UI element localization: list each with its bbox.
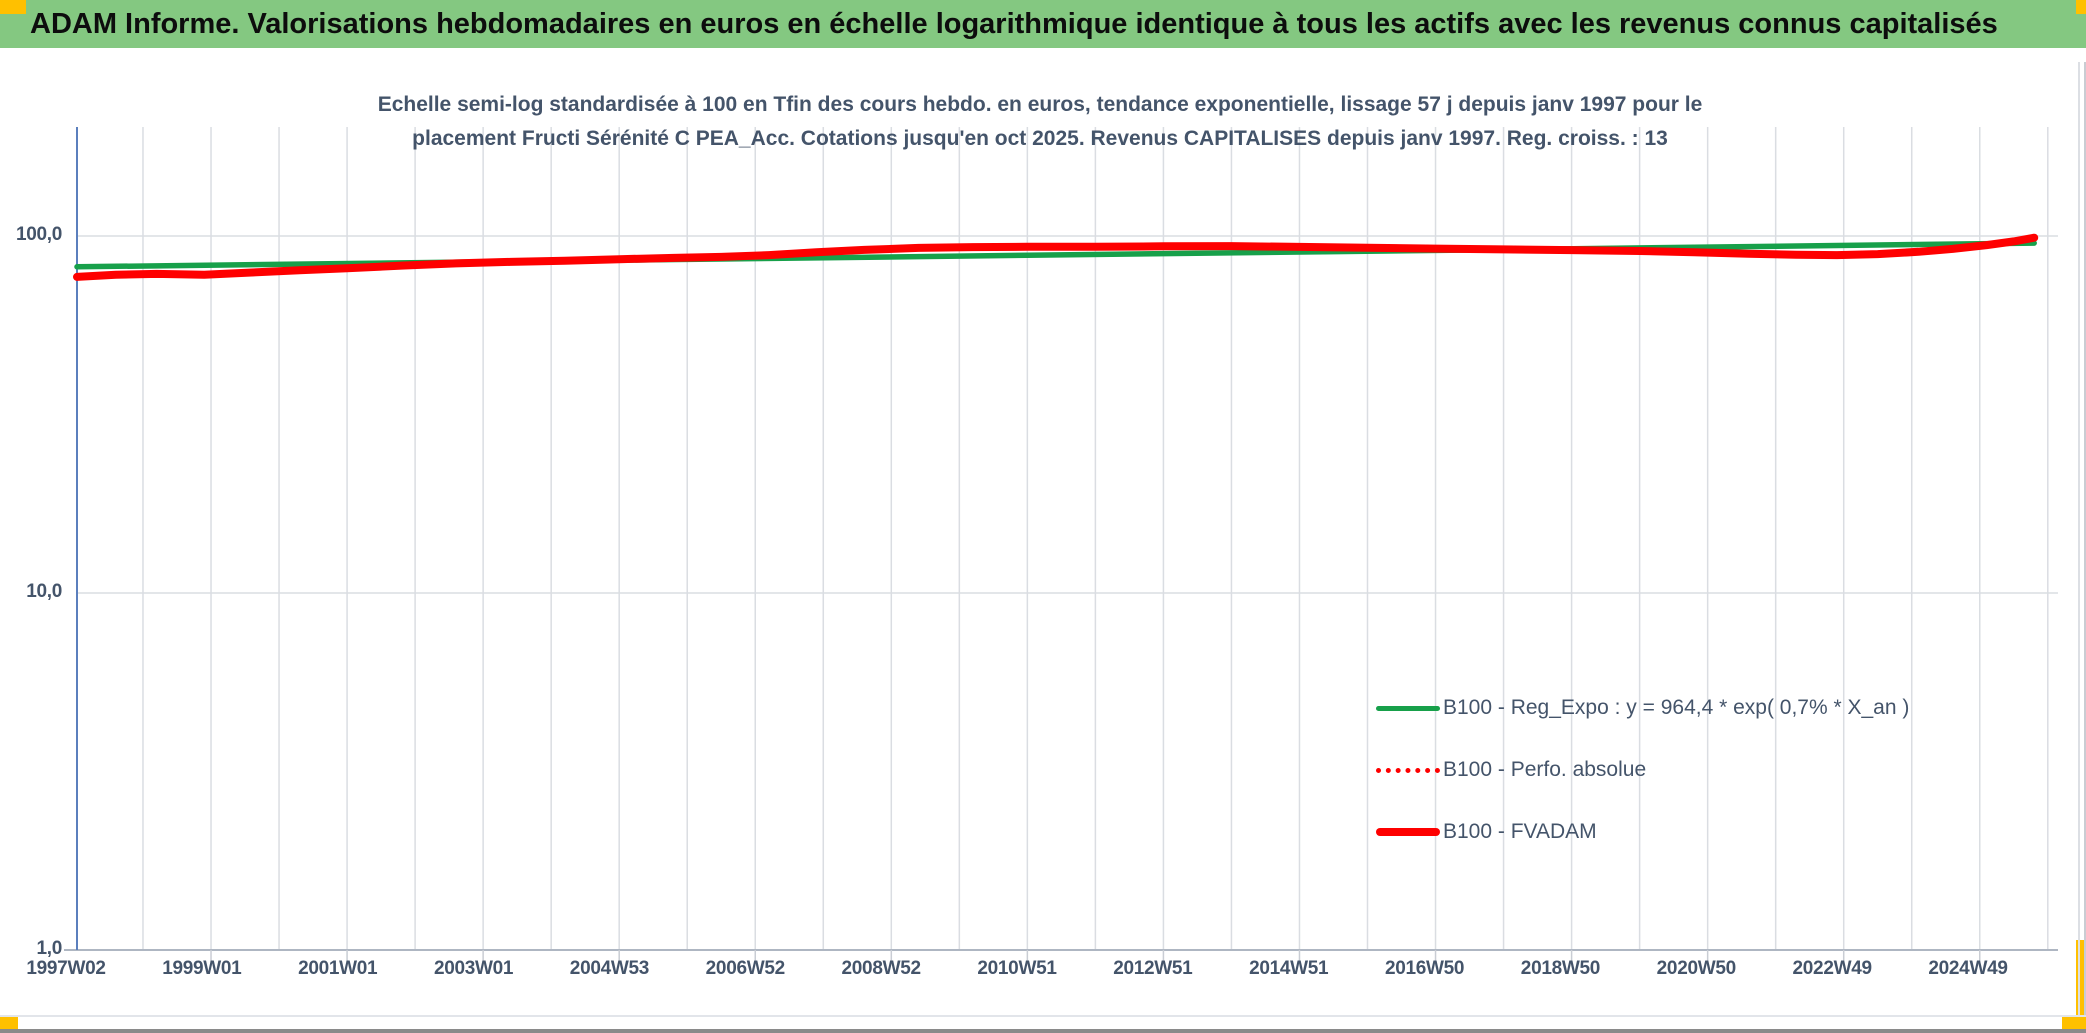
x-tick-label: 2008W52 xyxy=(841,958,922,979)
corner-marker-bottom-left xyxy=(0,1016,18,1031)
legend-label: B100 - Perfo. absolue xyxy=(1443,758,1647,781)
y-axis-labels: 100,0 10,0 1,0 xyxy=(0,0,62,1000)
x-tick-label: 2014W51 xyxy=(1249,958,1329,979)
x-tick-label: 2004W53 xyxy=(569,958,650,979)
corner-marker-top-left xyxy=(0,0,26,14)
header-title: ADAM Informe. Valorisations hebdomadaire… xyxy=(30,8,1998,40)
right-outer-border-line xyxy=(2084,62,2086,1016)
header-bar: ADAM Informe. Valorisations hebdomadaire… xyxy=(0,0,2086,48)
series-line-red xyxy=(73,233,2039,281)
legend-line-sample-green xyxy=(1376,705,1440,711)
legend-line-sample-dotted-red xyxy=(1376,767,1440,773)
y-tick-label: 1,0 xyxy=(36,938,62,959)
chart-title: Echelle semi-log standardisée à 100 en T… xyxy=(90,88,1990,156)
right-edge-marker xyxy=(2076,940,2086,1018)
x-tick-label: 1997W02 xyxy=(26,958,106,979)
x-tick-label: 1999W01 xyxy=(162,958,242,979)
legend: B100 - Reg_Expo : y = 964,4 * exp( 0,7% … xyxy=(1376,690,1909,876)
x-tick-label: 2020W50 xyxy=(1656,958,1737,979)
x-tick-label: 2018W50 xyxy=(1520,958,1601,979)
legend-item-fvadam: B100 - FVADAM xyxy=(1376,814,1909,850)
chart-title-line1: Echelle semi-log standardisée à 100 en T… xyxy=(377,93,1703,116)
y-tick-label: 10,0 xyxy=(26,581,62,602)
x-tick-label: 2016W50 xyxy=(1384,958,1465,979)
legend-item-reg-expo: B100 - Reg_Expo : y = 964,4 * exp( 0,7% … xyxy=(1376,690,1909,726)
y-tick-label: 100,0 xyxy=(15,224,62,245)
legend-label: B100 - FVADAM xyxy=(1443,820,1597,843)
legend-item-perfo-absolue: B100 - Perfo. absolue xyxy=(1376,752,1909,788)
x-tick-label: 2012W51 xyxy=(1113,958,1193,979)
x-tick-label: 2024W49 xyxy=(1928,958,2008,979)
bottom-separator-line xyxy=(0,1015,2086,1017)
x-tick-label: 2006W52 xyxy=(705,958,786,979)
x-axis-labels: 1997W02 1999W01 2001W01 2003W01 2004W53 2006W… xyxy=(0,958,2086,992)
legend-label: B100 - Reg_Expo : y = 964,4 * exp( 0,7% … xyxy=(1443,696,1910,719)
x-tick-label: 2001W01 xyxy=(298,958,378,979)
x-tick-label: 2003W01 xyxy=(433,958,514,979)
bottom-border-line xyxy=(0,1029,2086,1033)
x-tick-label: 2022W49 xyxy=(1792,958,1873,979)
corner-marker-bottom-right xyxy=(2062,1016,2086,1031)
chart-title-line2: placement Fructi Sérénité C PEA_Acc. Cot… xyxy=(412,127,1668,150)
x-tick-label: 2010W51 xyxy=(977,958,1057,979)
legend-line-sample-red xyxy=(1376,828,1440,836)
right-border-line xyxy=(2078,62,2080,1016)
corner-marker-top-right xyxy=(2076,0,2086,14)
